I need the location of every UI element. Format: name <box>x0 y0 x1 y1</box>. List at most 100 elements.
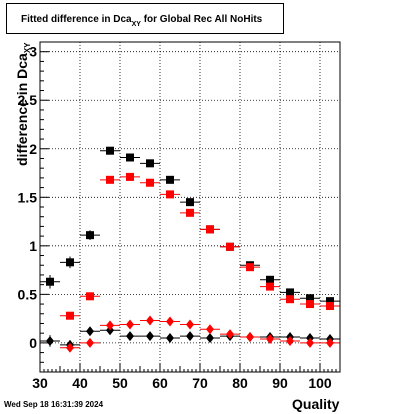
data-point <box>120 319 140 330</box>
square-marker <box>286 288 294 297</box>
data-point <box>140 178 160 187</box>
data-point <box>100 175 120 184</box>
data-point <box>140 159 160 168</box>
diamond-marker <box>166 316 174 327</box>
data-point <box>180 208 200 217</box>
x-tick-label: 40 <box>72 375 88 391</box>
data-point <box>120 331 140 342</box>
square-marker <box>206 225 214 234</box>
square-marker <box>166 190 174 199</box>
square-marker <box>326 302 334 310</box>
data-point <box>200 333 220 344</box>
data-point <box>280 295 300 304</box>
square-marker <box>186 208 194 217</box>
square-marker <box>186 198 194 207</box>
data-point <box>300 300 320 309</box>
chart-title-subscript: XY <box>131 21 141 28</box>
data-point <box>220 242 240 251</box>
data-point <box>120 153 140 162</box>
data-point <box>80 337 100 348</box>
y-tick-label: 0 <box>29 335 37 351</box>
data-point <box>320 302 340 310</box>
data-point <box>200 324 220 335</box>
data-point <box>260 282 280 291</box>
square-marker <box>146 159 154 168</box>
diamond-marker <box>66 342 74 353</box>
square-marker <box>86 231 94 240</box>
data-point <box>280 288 300 297</box>
x-tick-label: 60 <box>152 375 168 391</box>
diamond-marker <box>186 319 194 330</box>
diamond-marker <box>146 331 154 342</box>
diamond-marker <box>206 324 214 335</box>
x-axis-label: Quality <box>292 396 340 412</box>
diamond-marker <box>46 335 54 346</box>
data-point <box>180 319 200 330</box>
y-tick-label: 2 <box>29 141 37 157</box>
x-tick-label: 50 <box>112 375 128 391</box>
data-point <box>100 146 120 155</box>
x-tick-label: 70 <box>192 375 208 391</box>
y-axis-label: difference in DcaXY <box>14 43 32 167</box>
data-point <box>60 342 80 353</box>
data-point <box>260 334 280 344</box>
chart-title-box: Fitted difference in DcaXY for Global Re… <box>6 3 284 34</box>
data-point <box>100 320 120 331</box>
diamond-marker <box>86 337 94 348</box>
y-axis-label-subscript: XY <box>23 42 32 54</box>
data-point <box>260 275 280 284</box>
diamond-marker <box>286 335 294 346</box>
data-point <box>200 225 220 234</box>
data-series <box>40 146 340 353</box>
y-tick-label: 0.5 <box>18 286 38 302</box>
square-marker <box>146 178 154 187</box>
square-marker <box>166 175 174 184</box>
timestamp: Wed Sep 18 16:31:39 2024 <box>4 400 104 409</box>
data-point <box>80 292 100 301</box>
diamond-marker <box>106 320 114 331</box>
diamond-marker <box>146 315 154 326</box>
diamond-marker <box>326 337 334 348</box>
diamond-marker <box>306 337 314 348</box>
x-tick-label: 80 <box>232 375 248 391</box>
square-marker <box>226 242 234 251</box>
data-point <box>120 172 140 181</box>
chart-title: Fitted difference in DcaXY for Global Re… <box>21 14 262 28</box>
square-marker <box>66 311 74 320</box>
y-tick-label: 1.5 <box>18 189 38 205</box>
data-point <box>40 335 60 347</box>
square-marker <box>106 146 114 155</box>
data-point <box>60 311 80 320</box>
x-tick-label: 90 <box>272 375 288 391</box>
axes: 30 40 50 60 70 80 90 100 0 0.5 1 1.5 2 2.5 3 <box>18 41 341 391</box>
y-axis-label-main: difference in Dca <box>14 53 30 166</box>
data-point <box>180 331 200 342</box>
data-point <box>300 294 320 303</box>
data-point <box>280 335 300 346</box>
data-point <box>160 333 180 344</box>
square-marker <box>126 153 134 162</box>
data-point <box>240 263 260 272</box>
data-point <box>60 256 80 269</box>
data-point <box>80 326 100 337</box>
data-point <box>40 274 60 289</box>
data-point <box>160 316 180 327</box>
data-point <box>300 337 320 348</box>
data-point <box>220 329 240 340</box>
square-marker <box>286 295 294 304</box>
square-marker <box>306 300 314 309</box>
square-marker <box>86 292 94 301</box>
diamond-marker <box>246 332 254 343</box>
data-point <box>80 230 100 240</box>
data-point <box>160 175 180 184</box>
chart-title-main: Fitted difference in Dca <box>21 14 132 25</box>
y-tick-label: 2.5 <box>18 92 38 108</box>
data-point <box>180 198 200 207</box>
chart-title-rest: for Global Rec All NoHits <box>143 14 263 25</box>
square-marker <box>126 172 134 181</box>
square-marker <box>106 175 114 184</box>
square-marker <box>46 277 54 286</box>
x-tick-label: 100 <box>308 375 332 391</box>
diamond-marker <box>266 334 274 344</box>
